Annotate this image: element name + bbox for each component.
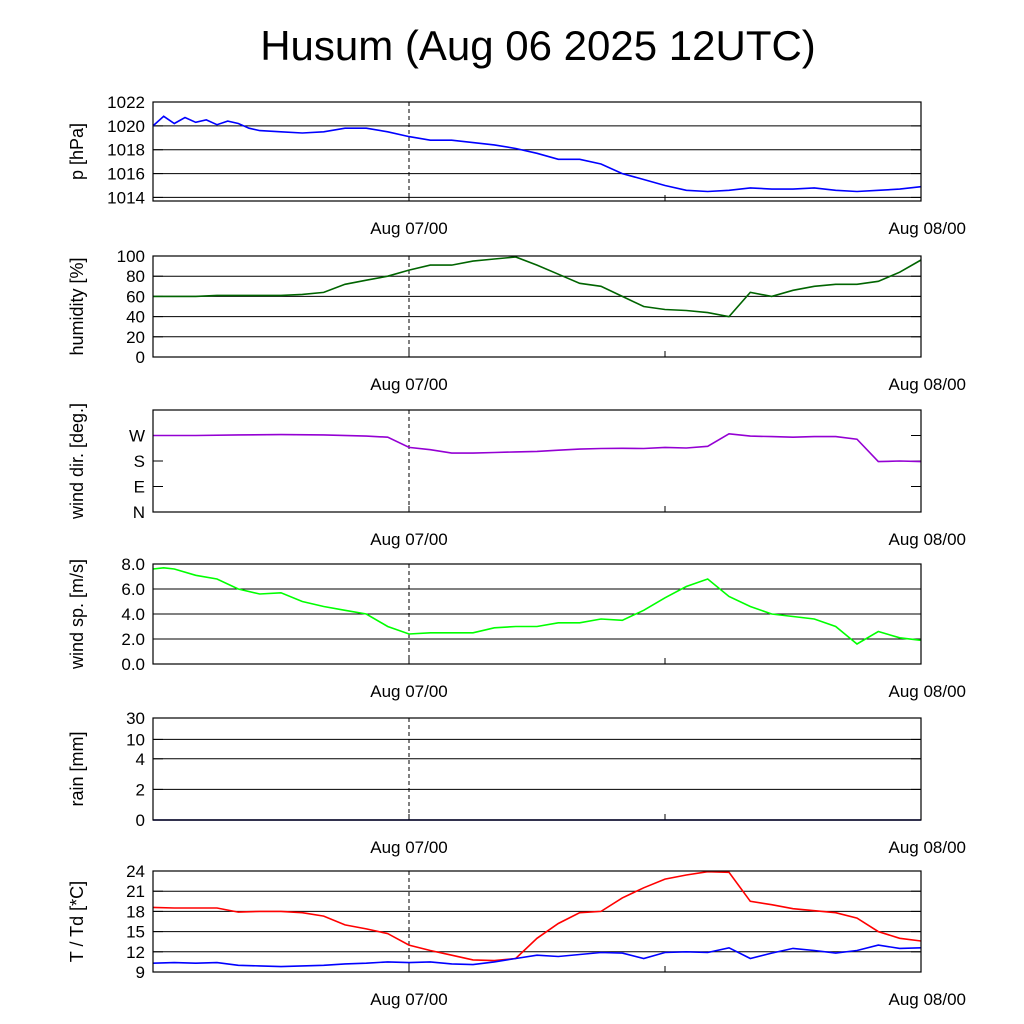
y-axis-label: T / Td [*C] [67, 881, 87, 962]
y-tick-label: 0.0 [121, 655, 145, 674]
panel-0: 1022 1020 1018 1016 1014 p [hPa] Aug 07/00 Aug … [67, 93, 966, 238]
y-tick-label: 60 [126, 287, 145, 306]
x-tick-label: Aug 08/00 [888, 375, 966, 394]
plot-frame [152, 870, 922, 973]
chart-title: Husum (Aug 06 2025 12UTC) [260, 22, 816, 69]
y-tick-label: 30 [126, 709, 145, 728]
y-tick-label: 2.0 [121, 630, 145, 649]
series-line-1-0 [153, 256, 922, 318]
x-tick-label: Aug 08/00 [888, 219, 966, 238]
series-line-2-0 [153, 432, 922, 463]
plot-frame [152, 101, 922, 202]
plot-frame [152, 255, 922, 358]
x-tick-label: Aug 07/00 [370, 838, 448, 857]
x-tick-label: Aug 07/00 [370, 990, 448, 1009]
y-tick-label: 1022 [107, 93, 145, 112]
y-tick-label: N [133, 503, 145, 522]
y-tick-label: 1014 [107, 188, 145, 207]
y-tick-label: 4.0 [121, 605, 145, 624]
y-axis-label: rain [mm] [67, 731, 87, 806]
y-tick-label: 0 [136, 811, 145, 830]
y-tick-label: 80 [126, 267, 145, 286]
series-line-5-1 [152, 944, 922, 968]
panel-3: 8.0 6.0 4.0 2.0 0.0 wind sp. [m/s] Aug 07/00 Au… [67, 555, 966, 701]
x-tick-label: Aug 07/00 [370, 530, 448, 549]
y-tick-label: 1016 [107, 165, 145, 184]
plot-frame [152, 409, 922, 513]
y-tick-label: 18 [126, 902, 145, 921]
plot-frame [152, 717, 922, 821]
x-tick-label: Aug 07/00 [370, 375, 448, 394]
series-line-5-0 [152, 870, 922, 962]
y-tick-label: 12 [126, 943, 145, 962]
y-tick-label: E [134, 478, 145, 497]
y-tick-label: 2 [136, 780, 145, 799]
y-axis-label: wind dir. [deg.] [67, 403, 87, 520]
y-tick-label: 40 [126, 308, 145, 327]
x-tick-label: Aug 08/00 [888, 838, 966, 857]
y-tick-label: 0 [136, 348, 145, 367]
x-tick-label: Aug 07/00 [370, 219, 448, 238]
plot-frame [152, 563, 922, 665]
y-tick-label: 1020 [107, 117, 145, 136]
y-tick-label: 20 [126, 328, 145, 347]
y-tick-label: S [134, 452, 145, 471]
y-tick-label: 10 [126, 730, 145, 749]
y-axis-label: wind sp. [m/s] [67, 559, 87, 670]
y-tick-label: 24 [126, 862, 145, 881]
y-tick-label: 9 [136, 963, 145, 982]
y-tick-label: 1018 [107, 141, 145, 160]
y-tick-label: 8.0 [121, 555, 145, 574]
y-axis-label: humidity [%] [67, 257, 87, 355]
y-tick-label: 6.0 [121, 580, 145, 599]
series-line-0-0 [152, 115, 922, 193]
x-tick-label: Aug 08/00 [888, 990, 966, 1009]
x-tick-label: Aug 08/00 [888, 530, 966, 549]
y-axis-label: p [hPa] [67, 123, 87, 180]
y-tick-label: W [129, 427, 145, 446]
y-tick-label: 15 [126, 923, 145, 942]
x-tick-label: Aug 07/00 [370, 682, 448, 701]
y-tick-label: 4 [136, 750, 145, 769]
series-line-3-0 [152, 566, 922, 645]
y-tick-label: 100 [117, 247, 145, 266]
y-tick-label: 21 [126, 882, 145, 901]
panel-4: 30 104 2 0 rain [mm] Aug 07/00 Aug 08/00 [67, 709, 966, 857]
x-tick-label: Aug 08/00 [888, 682, 966, 701]
